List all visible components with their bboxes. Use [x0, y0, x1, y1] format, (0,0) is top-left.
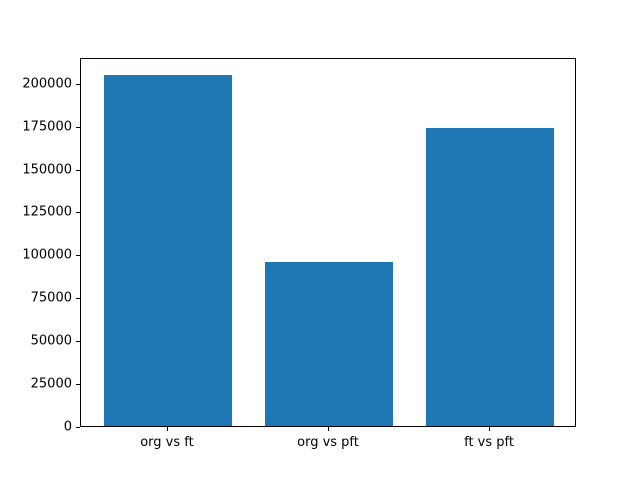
y-tick-mark [76, 83, 80, 85]
bar-org-vs-ft [103, 75, 233, 426]
x-tick-label: org vs pft [297, 435, 359, 450]
y-tick-mark [76, 169, 80, 171]
bar-org-vs-pft [264, 262, 394, 426]
y-tick-label: 75000 [30, 290, 72, 306]
y-tick-mark [76, 255, 80, 257]
y-tick-label: 25000 [30, 376, 72, 392]
y-tick-mark [76, 427, 80, 428]
bar-ft-vs-pft [425, 127, 555, 426]
y-tick-mark [76, 126, 80, 128]
y-tick-mark [76, 298, 80, 300]
y-tick-label: 100000 [22, 247, 72, 263]
x-tick-mark [489, 427, 491, 431]
y-tick-label: 50000 [30, 333, 72, 349]
y-tick-label: 0 [63, 419, 72, 435]
x-tick-label: org vs ft [140, 435, 194, 450]
y-tick-label: 175000 [22, 119, 72, 135]
y-tick-mark [76, 384, 80, 386]
y-tick-mark [76, 341, 80, 343]
y-tick-label: 150000 [22, 162, 72, 178]
axes-plot-area [80, 58, 576, 427]
x-tick-mark [166, 427, 168, 431]
x-tick-mark [328, 427, 329, 431]
x-tick-label: ft vs pft [464, 435, 514, 450]
y-tick-label: 200000 [22, 76, 72, 92]
y-tick-mark [76, 212, 80, 214]
y-tick-label: 125000 [22, 204, 72, 220]
